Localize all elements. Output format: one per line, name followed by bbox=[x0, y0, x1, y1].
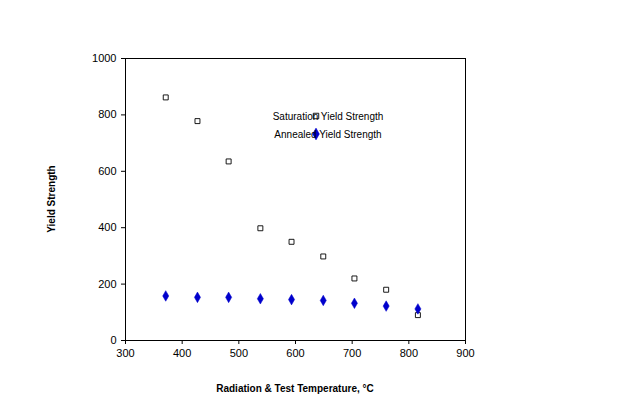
svg-text:700: 700 bbox=[343, 347, 361, 359]
svg-text:400: 400 bbox=[98, 221, 116, 233]
svg-text:300: 300 bbox=[116, 347, 134, 359]
svg-text:1000: 1000 bbox=[92, 52, 116, 64]
svg-text:600: 600 bbox=[98, 165, 116, 177]
svg-text:600: 600 bbox=[286, 347, 304, 359]
svg-text:Annealed Yield Strength: Annealed Yield Strength bbox=[274, 129, 381, 140]
svg-text:800: 800 bbox=[400, 347, 418, 359]
svg-text:Yield Strength: Yield Strength bbox=[46, 165, 57, 232]
svg-text:Saturation Yield Strength: Saturation Yield Strength bbox=[273, 111, 384, 122]
svg-text:800: 800 bbox=[98, 108, 116, 120]
svg-text:200: 200 bbox=[98, 278, 116, 290]
svg-text:500: 500 bbox=[230, 347, 248, 359]
svg-text:0: 0 bbox=[110, 334, 116, 346]
svg-text:Radiation & Test Temperature,: Radiation & Test Temperature, °C bbox=[216, 383, 374, 394]
svg-text:900: 900 bbox=[456, 347, 474, 359]
svg-text:400: 400 bbox=[173, 347, 191, 359]
